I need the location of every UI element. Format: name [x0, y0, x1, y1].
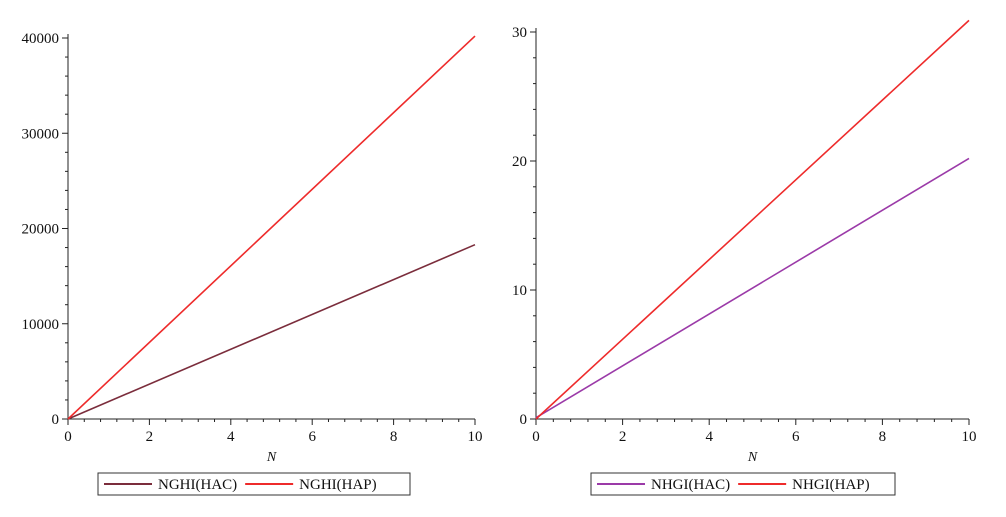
- y-tick-label: 0: [520, 412, 528, 428]
- y-tick-label: 20000: [22, 222, 60, 238]
- y-tick-label: 10000: [22, 317, 60, 333]
- legend-label: NHGI(HAC): [651, 477, 730, 493]
- x-tick-label: 4: [705, 429, 713, 445]
- y-tick-label: 20: [512, 154, 527, 170]
- x-tick-label: 4: [227, 429, 235, 445]
- x-tick-label: 2: [619, 429, 627, 445]
- y-tick-label: 30: [512, 25, 527, 41]
- x-tick-label: 6: [308, 429, 316, 445]
- y-tick-label: 40000: [22, 31, 60, 47]
- series-line-nghi-hac: [67, 243, 476, 420]
- x-tick-label: 10: [468, 429, 483, 445]
- series-line-nhgi-hap: [535, 19, 970, 420]
- y-tick-label: 0: [52, 412, 60, 428]
- y-tick-label: 30000: [22, 126, 60, 142]
- left-chart: 0 2 4 6 8 10 0 10000 20000 30000 40000 N NGHI(HAC) NG…: [22, 31, 483, 496]
- right-chart-panel: 0 2 4 6 8 10 0 10 20 30 N NHGI(HAC) NHGI(HAP): [500, 0, 1006, 512]
- x-tick-label: 6: [792, 429, 800, 445]
- x-axis-label: N: [747, 450, 758, 465]
- x-tick-label: 10: [962, 429, 977, 445]
- legend-label: NGHI(HAC): [158, 477, 237, 493]
- series-line-nhgi-hac: [535, 157, 970, 419]
- right-chart: 0 2 4 6 8 10 0 10 20 30 N NHGI(HAC) NHGI(HAP): [512, 19, 977, 496]
- x-tick-label: 0: [532, 429, 540, 445]
- x-tick-label: 8: [390, 429, 398, 445]
- legend-label: NGHI(HAP): [299, 477, 377, 493]
- y-tick-label: 10: [512, 283, 527, 299]
- left-chart-panel: 0 2 4 6 8 10 0 10000 20000 30000 40000 N NGHI(HAC) NG…: [0, 0, 500, 512]
- x-axis-label: N: [266, 450, 277, 465]
- legend-label: NHGI(HAP): [792, 477, 870, 493]
- x-tick-label: 8: [879, 429, 887, 445]
- series-line-nghi-hap: [67, 35, 476, 420]
- x-tick-label: 2: [146, 429, 154, 445]
- x-tick-label: 0: [64, 429, 72, 445]
